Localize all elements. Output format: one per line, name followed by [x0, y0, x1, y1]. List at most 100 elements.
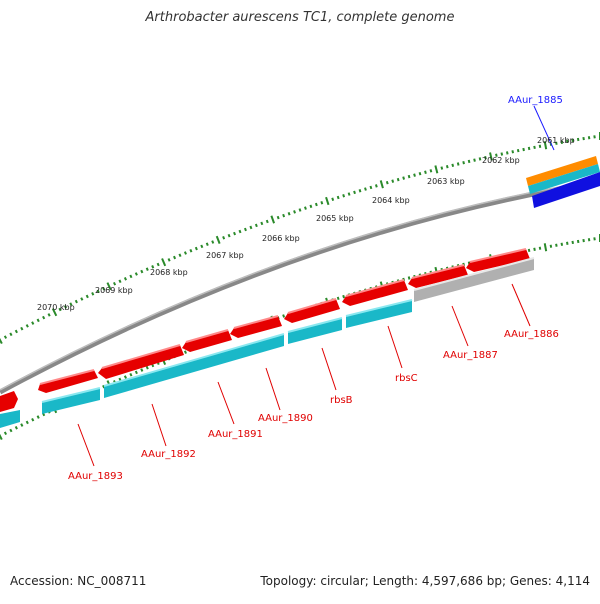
gene-labels: AAur_1885 AAur_1886 AAur_1887 rbsC rbsB … — [68, 95, 563, 482]
scale-tick — [32, 418, 33, 421]
scale-tick — [212, 241, 213, 244]
scale-tick — [162, 258, 165, 265]
scale-tick — [338, 196, 339, 199]
scale-tick — [289, 212, 290, 215]
gene-feature — [0, 410, 20, 428]
scale-tick — [234, 232, 235, 235]
scale-label: 2061 kbp — [537, 136, 575, 145]
scale-tick — [425, 171, 426, 174]
gene-label: AAur_1891 — [208, 429, 263, 440]
scale-tick — [141, 369, 142, 372]
scale-tick — [114, 282, 115, 285]
scale-tick — [567, 242, 568, 245]
gene-feature — [0, 391, 18, 412]
scale-tick — [0, 432, 2, 439]
gene-label: AAur_1892 — [141, 449, 196, 460]
scale-tick — [321, 201, 322, 204]
scale-tick — [81, 298, 82, 301]
scale-tick — [16, 330, 17, 333]
scale-tick — [534, 146, 535, 149]
gene-label: AAur_1886 — [504, 329, 559, 340]
scale-label: 2066 kbp — [262, 234, 300, 243]
scale-tick — [190, 249, 191, 252]
scale-tick — [32, 322, 33, 325]
accession-text: Accession: NC_008711 — [10, 574, 146, 588]
scale-tick — [27, 325, 28, 328]
scale-tick — [420, 172, 421, 175]
scale-tick — [409, 175, 410, 178]
scale-tick — [463, 161, 464, 164]
gene-label: AAur_1890 — [258, 413, 313, 424]
scale-tick — [256, 224, 257, 227]
scale-tick — [545, 243, 546, 251]
scale-tick — [556, 244, 557, 247]
scale-tick — [229, 234, 230, 237]
scale-tick — [125, 277, 126, 280]
scale-tick — [414, 174, 415, 177]
scale-tick — [38, 416, 39, 419]
scale-tick — [409, 277, 410, 280]
scale-tick — [572, 241, 573, 244]
scale-tick — [283, 214, 284, 217]
scale-tick — [474, 159, 475, 162]
scale-tick — [469, 160, 470, 163]
scale-label: 2064 kbp — [372, 196, 410, 205]
gene-label: AAur_1887 — [443, 350, 498, 361]
leader-line — [322, 348, 336, 390]
scale-tick — [48, 314, 49, 317]
scale-tick — [76, 300, 77, 303]
leader-line — [218, 382, 234, 424]
scale-tick — [185, 351, 186, 354]
scale-label: 2068 kbp — [150, 268, 188, 277]
scale-tick — [512, 150, 513, 153]
gene-label: AAur_1885 — [508, 95, 563, 106]
scale-tick — [392, 180, 393, 183]
leader-line — [388, 326, 402, 368]
scale-tick — [136, 273, 137, 276]
scale-tick — [223, 236, 224, 239]
scale-tick — [158, 263, 159, 266]
scale-tick — [507, 151, 508, 154]
scale-tick — [447, 165, 448, 168]
scale-tick — [271, 216, 274, 224]
map-title: Arthrobacter aurescens TC1, complete gen… — [0, 10, 600, 25]
scale-tick — [201, 245, 202, 248]
scale-tick — [125, 376, 126, 379]
scale-tick — [141, 270, 142, 273]
scale-tick — [551, 245, 552, 248]
scale-tick — [441, 167, 442, 170]
scale-tick — [38, 319, 39, 322]
scale-tick — [261, 222, 262, 225]
scale-label: 2065 kbp — [316, 214, 354, 223]
scale-tick — [370, 186, 371, 189]
scale-tick — [10, 429, 11, 432]
gene-feature — [42, 388, 100, 414]
scale-label: 2062 kbp — [482, 156, 520, 165]
reverse-strand-genes — [0, 258, 534, 428]
scale-tick — [136, 371, 137, 374]
scale-tick — [43, 316, 44, 319]
gene-feature — [288, 318, 342, 344]
scale-label: 2067 kbp — [206, 251, 244, 260]
scale-tick — [435, 166, 437, 174]
scale-tick — [349, 193, 350, 196]
leader-line — [512, 284, 530, 326]
scale-tick — [217, 236, 220, 243]
scale-tick — [458, 163, 459, 166]
scale-tick — [381, 180, 383, 188]
scale-tick — [294, 210, 295, 213]
scale-tick — [316, 203, 317, 206]
scale-tick — [376, 184, 377, 187]
scale-tick — [174, 256, 175, 259]
scale-tick — [147, 366, 148, 369]
scale-tick — [245, 228, 246, 231]
leader-line — [266, 368, 280, 410]
scale-tick — [343, 295, 344, 298]
scale-tick — [16, 426, 17, 429]
scale-tick — [283, 315, 284, 318]
scale-tick — [305, 207, 306, 210]
leader-line — [452, 306, 468, 346]
scale-tick — [185, 252, 186, 255]
